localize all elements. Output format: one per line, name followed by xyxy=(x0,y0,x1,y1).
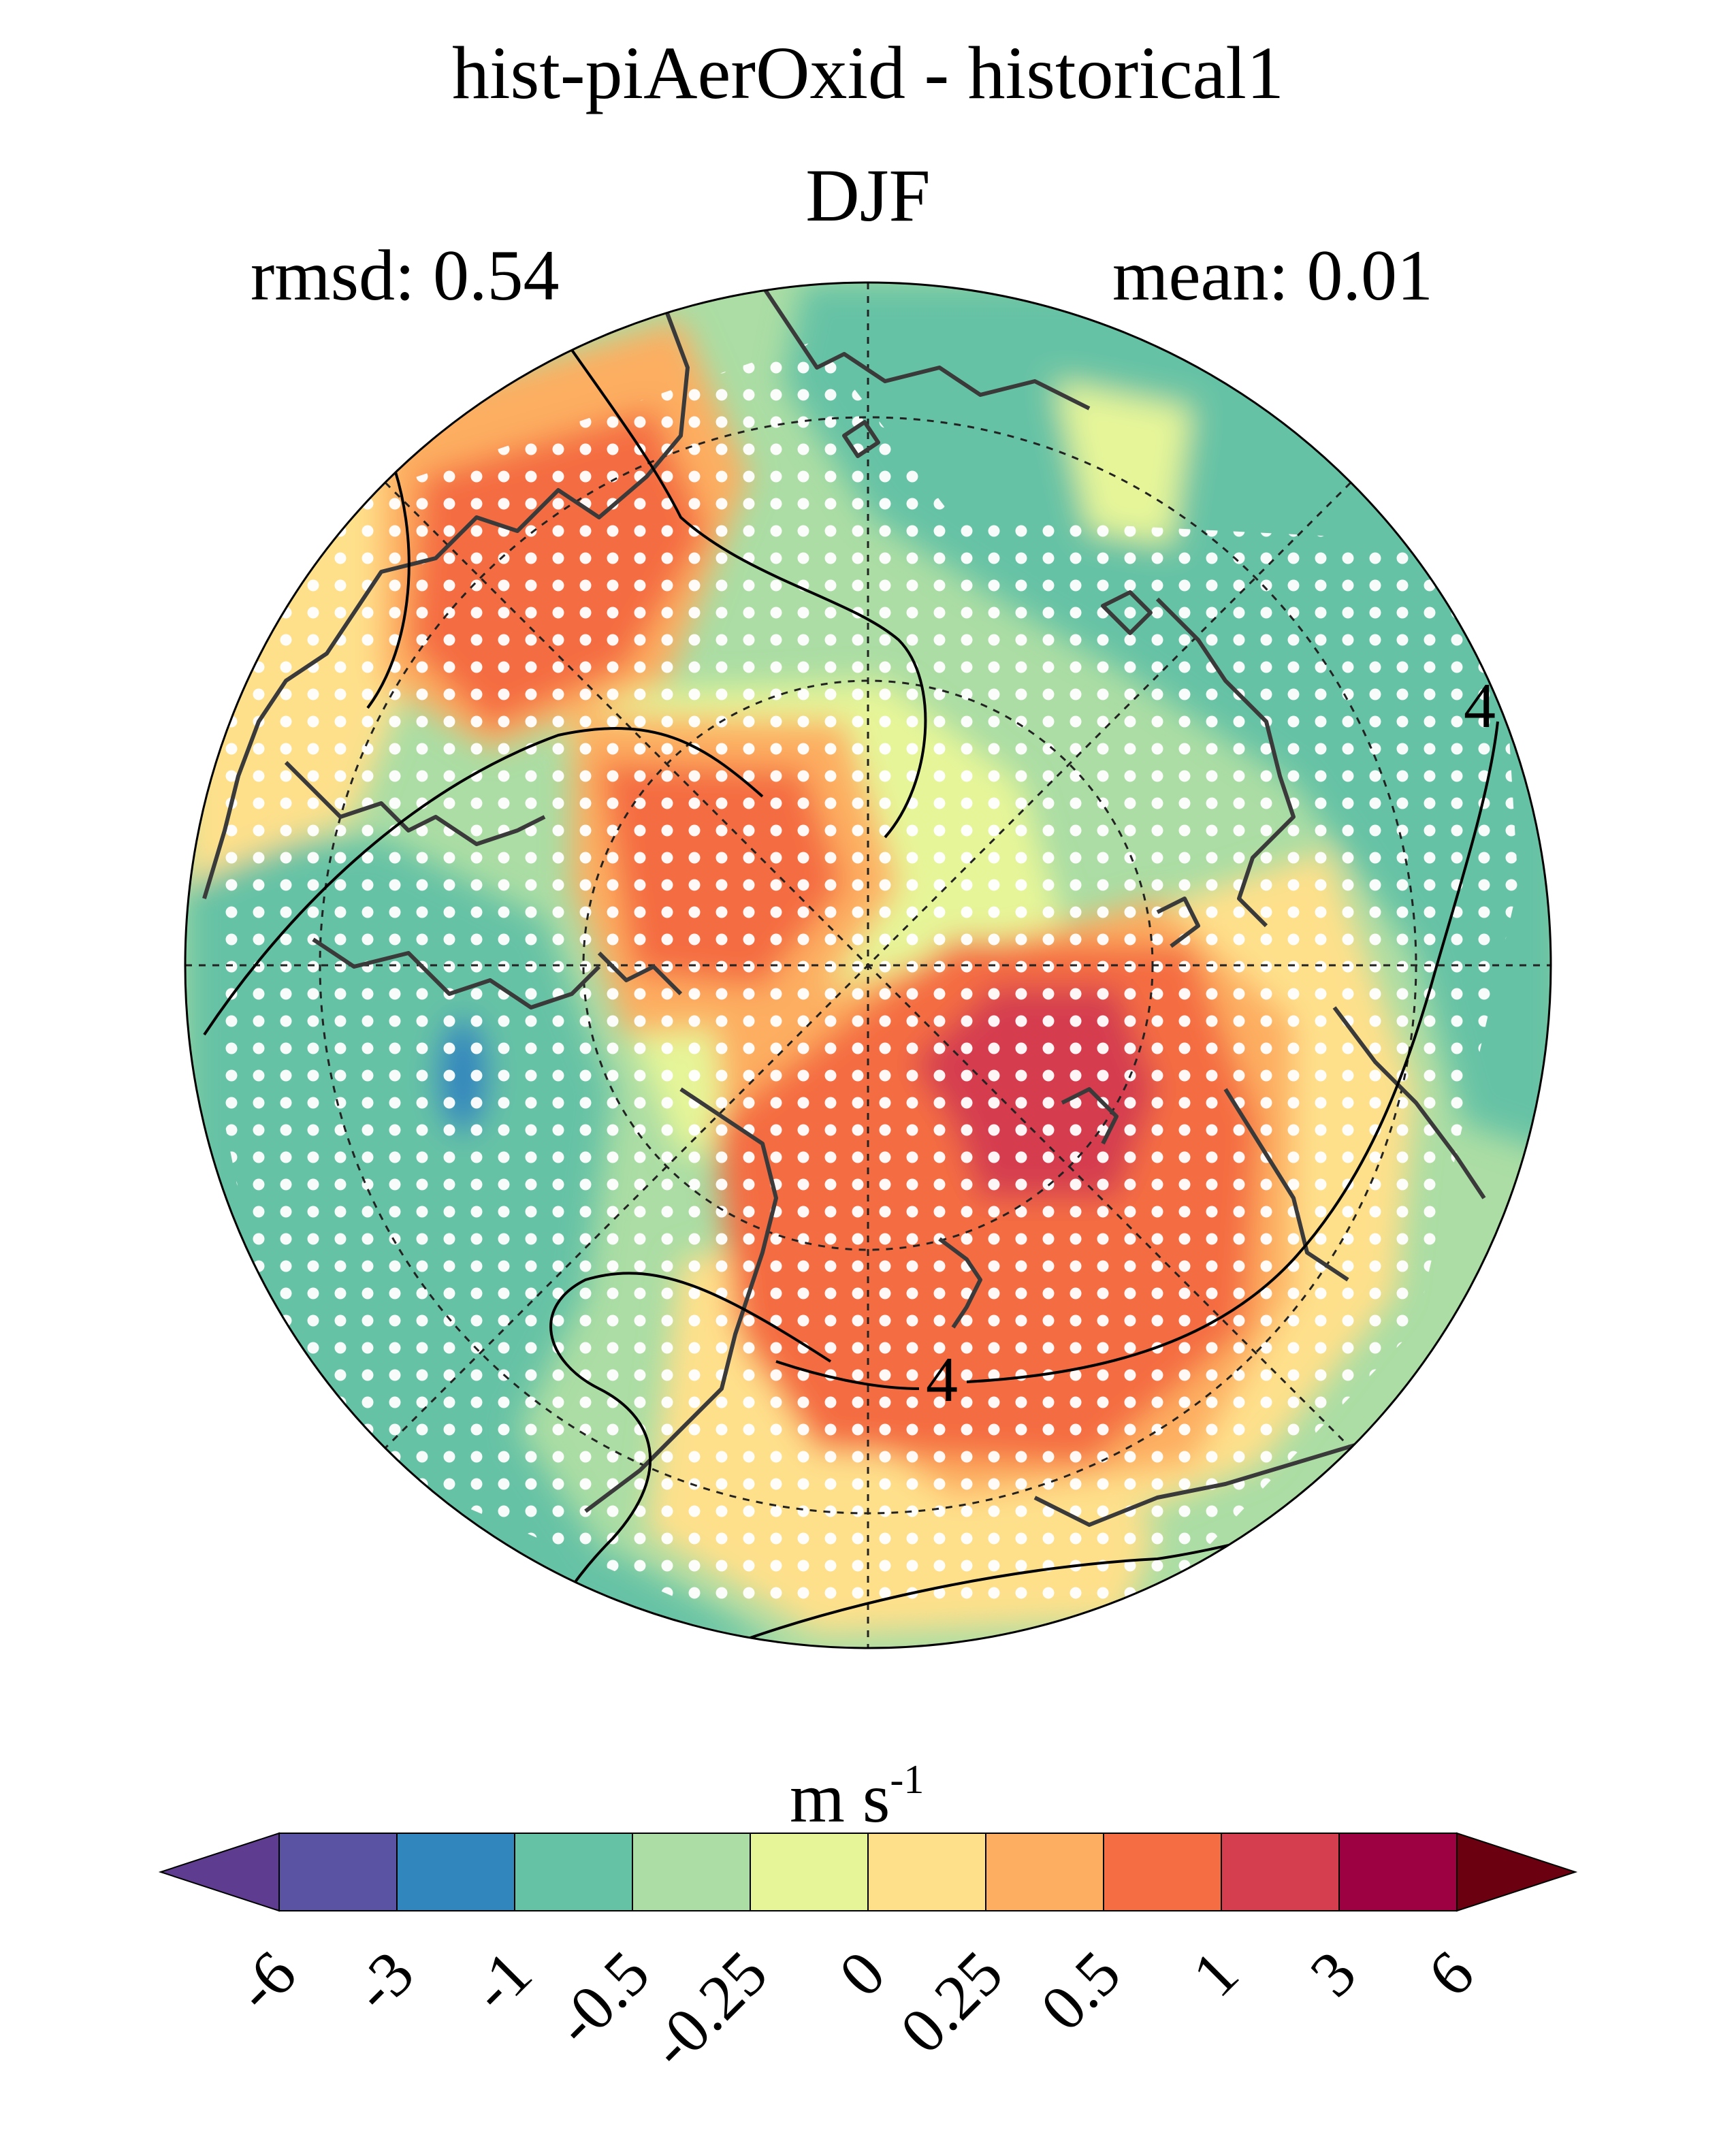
anomaly-field: 4 4 xyxy=(185,283,1551,1648)
rmsd-stat: rmsd: 0.54 xyxy=(251,236,560,315)
colorbar-swatch xyxy=(750,1833,869,1911)
colorbar-swatch xyxy=(278,1833,398,1911)
colorbar-tick-label: -0.25 xyxy=(637,1937,781,2082)
units-exponent: -1 xyxy=(890,1757,925,1802)
graticule xyxy=(185,283,1551,1648)
contour-label-south: 4 xyxy=(926,1344,958,1415)
colorbar: -6 -3 -1-0.5-0.25 00.25 0.5 1 3 6 xyxy=(158,1832,1578,2082)
colorbar-swatch xyxy=(632,1833,751,1911)
colorbar-swatch xyxy=(985,1833,1104,1911)
colorbar-extend-high xyxy=(1456,1832,1578,1912)
season-label: DJF xyxy=(805,154,931,237)
colorbar-tick-label: 6 xyxy=(1415,1937,1488,2010)
yellow-patch-north xyxy=(1055,381,1191,545)
colorbar-tick-label: 3 xyxy=(1297,1937,1370,2010)
colorbar-tick-label: -1 xyxy=(457,1937,545,2025)
colorbar-swatch xyxy=(1221,1833,1340,1911)
colorbar-tick-label: 0 xyxy=(826,1937,899,2010)
colorbar-swatch xyxy=(1338,1833,1458,1911)
colorbar-swatch xyxy=(396,1833,515,1911)
colorbar-tick-label: -3 xyxy=(340,1937,428,2025)
colorbar-extend-low xyxy=(158,1832,280,1912)
colorbar-tick-label: -6 xyxy=(222,1937,310,2025)
units-main: m s xyxy=(790,1759,890,1837)
colorbar-tick-label: 0.5 xyxy=(1027,1937,1134,2044)
map-border xyxy=(184,281,1552,1649)
colorbar-swatch xyxy=(1103,1833,1222,1911)
contour-label-east: 4 xyxy=(1464,671,1496,741)
coastlines xyxy=(202,285,1486,1527)
colorbar-swatch xyxy=(514,1833,633,1911)
colorbar-swatch xyxy=(867,1833,986,1911)
colorbar-units: m s-1 xyxy=(790,1759,924,1834)
mean-stat: mean: 0.01 xyxy=(1112,236,1433,315)
colorbar-tick-label: 0.25 xyxy=(887,1937,1016,2067)
plot-title: hist-piAerOxid - historical1 xyxy=(452,31,1284,114)
colorbar-tick-label: 1 xyxy=(1179,1937,1252,2010)
